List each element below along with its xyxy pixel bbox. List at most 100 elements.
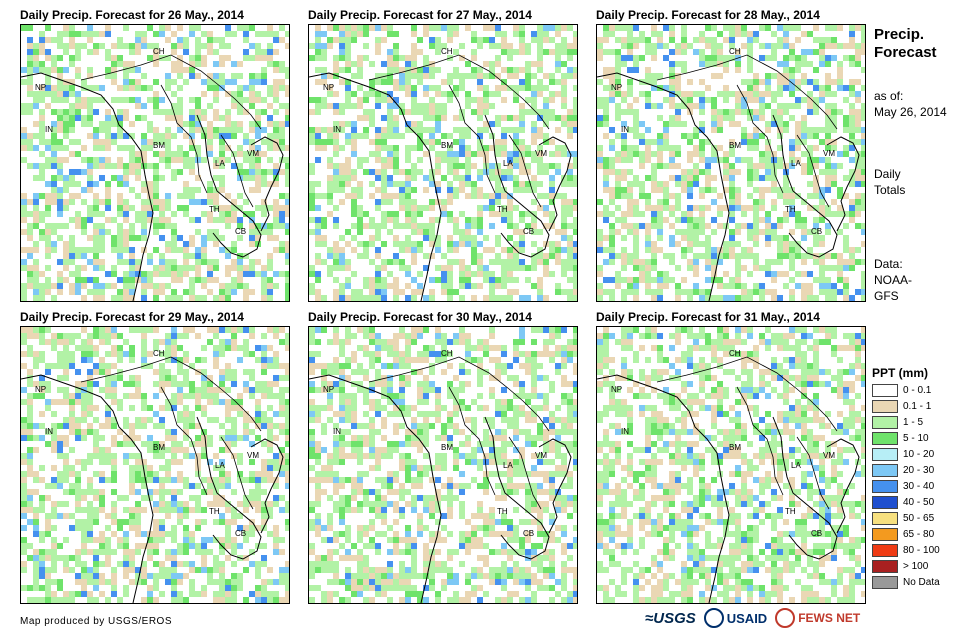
country-label-np: NP bbox=[323, 83, 335, 92]
country-label-la: LA bbox=[791, 159, 801, 168]
usaid-logo: USAID bbox=[703, 608, 768, 628]
coastline bbox=[250, 438, 284, 534]
country-label-ch: CH bbox=[153, 349, 165, 358]
asof-block: as of: May 26, 2014 bbox=[874, 88, 947, 120]
country-label-la: LA bbox=[215, 461, 225, 470]
country-label-th: TH bbox=[785, 205, 796, 214]
precip-map: CH NP IN BM LA VM TH CB bbox=[596, 24, 866, 302]
coastline bbox=[196, 114, 262, 258]
country-label-th: TH bbox=[785, 507, 796, 516]
coastline bbox=[538, 438, 572, 534]
forecast-panel-5: Daily Precip. Forecast for 30 May., 2014… bbox=[308, 310, 578, 604]
data-line1: NOAA- bbox=[874, 273, 913, 287]
legend-swatch bbox=[872, 511, 898, 525]
coastline bbox=[21, 374, 154, 603]
precip-map-canvas bbox=[597, 327, 865, 603]
legend-swatch bbox=[872, 543, 898, 557]
country-label-in: IN bbox=[621, 427, 629, 436]
legend-swatch bbox=[872, 575, 898, 589]
legend-label: 40 - 50 bbox=[903, 496, 935, 508]
coastline bbox=[309, 374, 442, 603]
precip-mosaic bbox=[309, 25, 577, 301]
data-label: Data: bbox=[874, 257, 903, 271]
legend-label: 80 - 100 bbox=[903, 544, 940, 556]
legend-swatch bbox=[872, 559, 898, 573]
precip-map-canvas bbox=[21, 327, 289, 603]
country-label-th: TH bbox=[497, 507, 508, 516]
country-label-cb: CB bbox=[523, 227, 535, 236]
country-border bbox=[508, 436, 542, 510]
legend-swatch bbox=[872, 447, 898, 461]
country-label-bm: BM bbox=[441, 443, 453, 452]
country-border bbox=[448, 386, 496, 496]
precip-map: CH NP IN BM LA VM TH CB bbox=[596, 326, 866, 604]
legend-row: No Data bbox=[872, 574, 940, 590]
country-label-in: IN bbox=[45, 427, 53, 436]
logo-strip: ≈USGS USAID FEWS NET bbox=[645, 608, 860, 628]
panel-title: Daily Precip. Forecast for 26 May., 2014 bbox=[20, 8, 244, 22]
forecast-panel-1: Daily Precip. Forecast for 26 May., 2014… bbox=[20, 8, 290, 302]
coastline bbox=[484, 114, 550, 258]
country-label-bm: BM bbox=[441, 141, 453, 150]
totals-line2: Totals bbox=[874, 183, 906, 197]
country-label-bm: BM bbox=[729, 141, 741, 150]
country-label-cb: CB bbox=[235, 529, 247, 538]
country-border bbox=[220, 134, 254, 208]
country-border bbox=[796, 436, 830, 510]
legend-label: 65 - 80 bbox=[903, 528, 935, 540]
data-line2: GFS bbox=[874, 289, 899, 303]
legend-label: 0 - 0.1 bbox=[903, 384, 932, 396]
forecast-title-line2: Forecast bbox=[874, 44, 937, 61]
country-label-vm: VM bbox=[823, 451, 835, 460]
country-label-in: IN bbox=[333, 427, 341, 436]
country-label-vm: VM bbox=[247, 451, 259, 460]
legend-row: 5 - 10 bbox=[872, 430, 940, 446]
country-label-vm: VM bbox=[823, 149, 835, 158]
country-border bbox=[368, 356, 550, 432]
country-label-np: NP bbox=[35, 83, 47, 92]
legend-label: 5 - 10 bbox=[903, 432, 929, 444]
country-label-np: NP bbox=[35, 385, 47, 394]
precip-map: CH NP IN BM LA VM TH CB bbox=[20, 326, 290, 604]
country-label-ch: CH bbox=[729, 349, 741, 358]
legend-label: > 100 bbox=[903, 560, 929, 572]
usgs-logo: ≈USGS bbox=[645, 609, 696, 627]
precip-map: CH NP IN BM LA VM TH CB bbox=[20, 24, 290, 302]
legend-row: 20 - 30 bbox=[872, 462, 940, 478]
country-label-bm: BM bbox=[729, 443, 741, 452]
country-label-np: NP bbox=[611, 83, 623, 92]
map-credit: Map produced by USGS/EROS bbox=[20, 616, 173, 627]
forecast-title-line1: Precip. bbox=[874, 26, 925, 43]
legend-swatch bbox=[872, 479, 898, 493]
usaid-logo-text: USAID bbox=[726, 610, 768, 626]
legend-row: 1 - 5 bbox=[872, 414, 940, 430]
coastline bbox=[21, 72, 154, 301]
country-border bbox=[368, 54, 550, 130]
country-label-ch: CH bbox=[441, 47, 453, 56]
panel-title: Daily Precip. Forecast for 27 May., 2014 bbox=[308, 8, 532, 22]
legend-label: 0.1 - 1 bbox=[903, 400, 932, 412]
country-label-bm: BM bbox=[153, 141, 165, 150]
precip-mosaic bbox=[21, 25, 289, 301]
asof-date: May 26, 2014 bbox=[874, 105, 947, 119]
coastline bbox=[196, 416, 262, 560]
legend-swatch bbox=[872, 415, 898, 429]
legend-row: 65 - 80 bbox=[872, 526, 940, 542]
precip-mosaic bbox=[597, 327, 865, 603]
precip-mosaic bbox=[21, 327, 289, 603]
country-border bbox=[656, 54, 838, 130]
country-border bbox=[448, 84, 496, 194]
legend-row: 80 - 100 bbox=[872, 542, 940, 558]
country-label-cb: CB bbox=[523, 529, 535, 538]
country-label-ch: CH bbox=[153, 47, 165, 56]
country-label-th: TH bbox=[209, 205, 220, 214]
country-border bbox=[796, 134, 830, 208]
totals-line1: Daily bbox=[874, 167, 901, 181]
country-border bbox=[160, 386, 208, 496]
country-border bbox=[736, 386, 784, 496]
coastline bbox=[597, 374, 730, 603]
legend-swatch bbox=[872, 527, 898, 541]
precip-mosaic bbox=[309, 327, 577, 603]
country-label-th: TH bbox=[497, 205, 508, 214]
country-border bbox=[508, 134, 542, 208]
